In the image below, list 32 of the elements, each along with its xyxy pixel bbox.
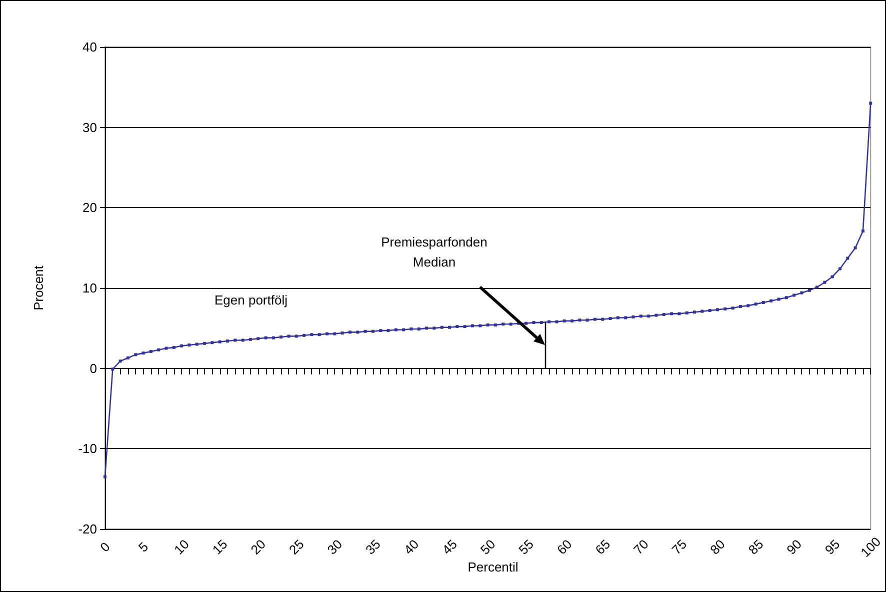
x-axis-title: Percentil <box>468 560 518 574</box>
y-tick-label: 30 <box>82 120 97 135</box>
x-tick-label: 0 <box>97 539 113 555</box>
x-tick-label: 20 <box>248 536 269 558</box>
x-tick-label: 15 <box>209 536 230 558</box>
x-tick-label: 70 <box>630 536 652 558</box>
x-tick-label: 25 <box>286 536 307 558</box>
y-tick-label: -10 <box>78 441 97 456</box>
x-tick-label: 30 <box>324 536 346 558</box>
ref-line-label: Premiesparfonden Median <box>381 234 488 270</box>
x-tick-label: 55 <box>516 536 536 558</box>
annotation: Egen portfölj <box>214 292 288 308</box>
x-tick-label: 10 <box>171 536 192 558</box>
y-tick-label: -20 <box>78 522 97 536</box>
x-tick-label: 50 <box>477 536 498 558</box>
x-tick-label: 95 <box>822 536 843 558</box>
x-tick-label: 35 <box>362 536 384 558</box>
y-tick-label: 10 <box>82 280 97 296</box>
y-tick-label: 0 <box>90 360 97 376</box>
x-tick-label: 85 <box>745 536 766 558</box>
y-tick-label: 40 <box>82 40 97 54</box>
x-tick-label: 100 <box>858 534 884 560</box>
x-tick-label: 5 <box>135 539 152 555</box>
x-tick-label: 60 <box>554 536 575 558</box>
x-tick-label: 45 <box>439 536 460 558</box>
y-tick-label: 20 <box>82 200 97 216</box>
x-tick-label: 75 <box>668 536 690 558</box>
x-tick-label: 40 <box>400 536 422 558</box>
x-tick-label: 65 <box>592 536 614 558</box>
y-axis-title: Procent <box>31 265 46 310</box>
x-tick-label: 90 <box>784 536 804 558</box>
x-tick-label: 80 <box>707 536 728 558</box>
